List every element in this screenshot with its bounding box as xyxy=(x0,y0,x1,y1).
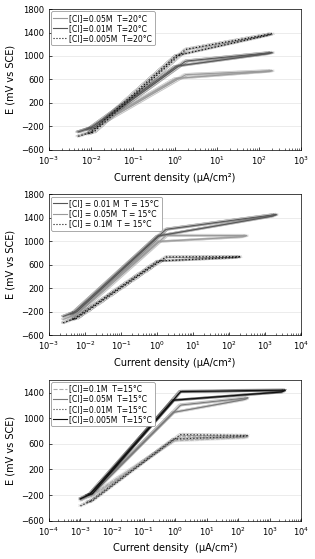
Y-axis label: E (mV vs SCE): E (mV vs SCE) xyxy=(6,230,15,300)
Legend: [Cl] = 0.01 M  T = 15°C, [Cl] = 0.05M  T = 15°C, [Cl] = 0.1M  T = 15°C: [Cl] = 0.01 M T = 15°C, [Cl] = 0.05M T =… xyxy=(51,197,162,231)
X-axis label: Current density  (μA/cm²): Current density (μA/cm²) xyxy=(113,543,238,553)
X-axis label: Current density (μA/cm²): Current density (μA/cm²) xyxy=(114,358,236,368)
Y-axis label: E (mV vs SCE): E (mV vs SCE) xyxy=(6,45,15,114)
Legend: [Cl]=0.05M  T=20°C, [Cl]=0.01M  T=20°C, [Cl]=0.005M  T=20°C: [Cl]=0.05M T=20°C, [Cl]=0.01M T=20°C, [C… xyxy=(51,11,155,45)
Legend: [Cl]=0.1M  T=15°C, [Cl]=0.05M  T=15°C, [Cl]=0.01M  T=15°C, [Cl]=0.005M  T=15°C: [Cl]=0.1M T=15°C, [Cl]=0.05M T=15°C, [Cl… xyxy=(51,382,155,426)
Y-axis label: E (mV vs SCE): E (mV vs SCE) xyxy=(6,416,15,485)
X-axis label: Current density (μA/cm²): Current density (μA/cm²) xyxy=(114,173,236,183)
